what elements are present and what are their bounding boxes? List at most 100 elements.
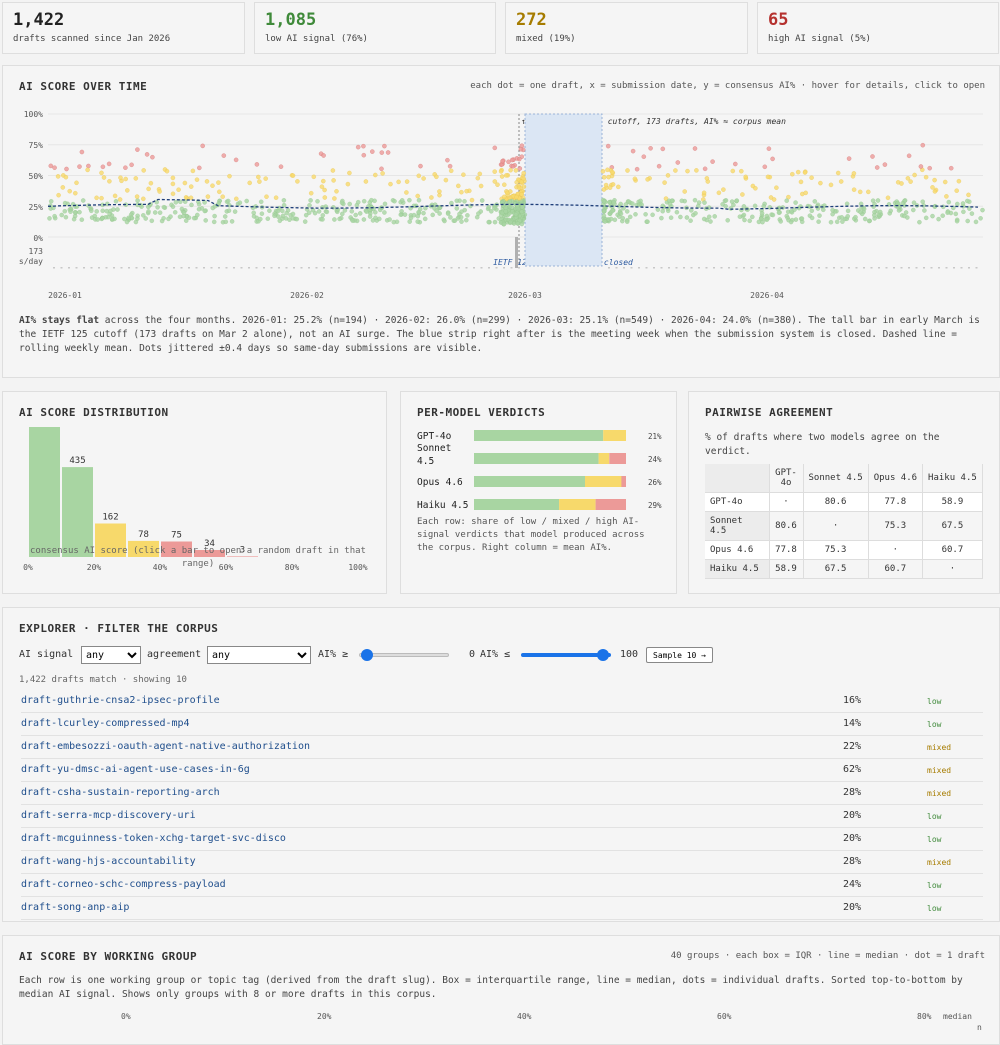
- draft-dot[interactable]: [382, 201, 388, 207]
- draft-dot[interactable]: [704, 175, 710, 181]
- draft-dot[interactable]: [399, 198, 405, 203]
- draft-dot[interactable]: [845, 208, 851, 214]
- draft-row[interactable]: draft-lcurley-compressed-mp4 14% low: [21, 713, 983, 736]
- draft-dot[interactable]: [361, 152, 367, 158]
- draft-dot[interactable]: [861, 206, 867, 212]
- draft-dot[interactable]: [513, 212, 519, 217]
- draft-dot[interactable]: [172, 209, 178, 215]
- draft-dot[interactable]: [688, 218, 693, 224]
- draft-dot[interactable]: [442, 218, 447, 224]
- draft-dot[interactable]: [799, 216, 805, 221]
- draft-dot[interactable]: [509, 157, 515, 163]
- draft-dot[interactable]: [885, 195, 891, 201]
- draft-dot[interactable]: [712, 214, 718, 219]
- draft-dot[interactable]: [514, 179, 520, 185]
- draft-dot[interactable]: [731, 202, 736, 208]
- draft-dot[interactable]: [911, 200, 917, 206]
- draft-dot[interactable]: [320, 217, 325, 222]
- draft-dot[interactable]: [508, 219, 513, 225]
- draft-dot[interactable]: [189, 202, 194, 208]
- draft-dot[interactable]: [732, 161, 738, 167]
- draft-dot[interactable]: [48, 163, 54, 169]
- draft-dot[interactable]: [903, 210, 909, 215]
- draft-dot[interactable]: [611, 199, 617, 205]
- distribution-chart[interactable]: 63543516278753430%20%40%60%80%100%: [3, 427, 388, 577]
- draft-dot[interactable]: [109, 216, 115, 222]
- draft-dot[interactable]: [280, 213, 286, 219]
- draft-dot[interactable]: [905, 175, 911, 181]
- draft-dot[interactable]: [946, 199, 952, 205]
- draft-link[interactable]: draft-csha-sustain-reporting-arch: [21, 787, 220, 798]
- draft-dot[interactable]: [685, 168, 690, 174]
- draft-dot[interactable]: [106, 161, 112, 167]
- draft-dot[interactable]: [170, 181, 176, 187]
- draft-dot[interactable]: [510, 163, 516, 169]
- draft-link[interactable]: draft-song-anp-aip: [21, 902, 130, 913]
- draft-dot[interactable]: [784, 198, 790, 204]
- draft-dot[interactable]: [205, 194, 211, 199]
- draft-dot[interactable]: [421, 176, 426, 181]
- draft-dot[interactable]: [173, 199, 179, 205]
- draft-dot[interactable]: [350, 218, 356, 224]
- draft-dot[interactable]: [660, 146, 666, 152]
- draft-dot[interactable]: [257, 179, 262, 184]
- draft-dot[interactable]: [62, 208, 68, 214]
- draft-dot[interactable]: [133, 176, 139, 181]
- draft-dot[interactable]: [376, 216, 382, 222]
- draft-dot[interactable]: [624, 219, 630, 225]
- draft-dot[interactable]: [601, 208, 607, 214]
- draft-dot[interactable]: [124, 188, 130, 193]
- draft-dot[interactable]: [135, 147, 140, 152]
- draft-dot[interactable]: [437, 205, 443, 211]
- draft-dot[interactable]: [166, 216, 171, 222]
- draft-dot[interactable]: [385, 150, 391, 155]
- draft-dot[interactable]: [679, 198, 685, 204]
- draft-dot[interactable]: [469, 197, 475, 203]
- draft-dot[interactable]: [956, 178, 962, 184]
- draft-dot[interactable]: [818, 180, 823, 186]
- draft-dot[interactable]: [835, 170, 841, 176]
- draft-dot[interactable]: [237, 200, 243, 206]
- draft-dot[interactable]: [504, 190, 510, 196]
- draft-dot[interactable]: [606, 174, 612, 180]
- draft-dot[interactable]: [316, 209, 322, 214]
- draft-dot[interactable]: [55, 174, 61, 179]
- draft-dot[interactable]: [379, 166, 384, 172]
- draft-dot[interactable]: [675, 160, 681, 165]
- draft-dot[interactable]: [363, 179, 369, 184]
- draft-dot[interactable]: [745, 207, 750, 212]
- draft-dot[interactable]: [936, 216, 941, 222]
- draft-dot[interactable]: [830, 211, 835, 217]
- draft-dot[interactable]: [188, 195, 194, 201]
- draft-dot[interactable]: [100, 215, 105, 221]
- draft-dot[interactable]: [740, 192, 745, 197]
- draft-dot[interactable]: [723, 203, 728, 209]
- draft-dot[interactable]: [118, 175, 123, 181]
- draft-dot[interactable]: [148, 180, 154, 186]
- draft-dot[interactable]: [980, 207, 985, 213]
- draft-dot[interactable]: [618, 211, 624, 217]
- draft-dot[interactable]: [625, 168, 630, 173]
- draft-dot[interactable]: [247, 180, 253, 186]
- draft-dot[interactable]: [486, 219, 492, 225]
- draft-dot[interactable]: [634, 166, 640, 172]
- draft-dot[interactable]: [954, 201, 960, 207]
- draft-dot[interactable]: [778, 219, 784, 224]
- min-slider[interactable]: [359, 649, 449, 661]
- draft-dot[interactable]: [492, 219, 498, 225]
- draft-dot[interactable]: [322, 195, 328, 200]
- draft-dot[interactable]: [233, 196, 239, 202]
- draft-dot[interactable]: [108, 208, 113, 214]
- draft-dot[interactable]: [643, 211, 648, 217]
- draft-dot[interactable]: [126, 215, 131, 221]
- draft-dot[interactable]: [626, 199, 632, 205]
- draft-dot[interactable]: [606, 199, 612, 205]
- draft-dot[interactable]: [68, 209, 73, 215]
- draft-dot[interactable]: [216, 201, 222, 206]
- draft-dot[interactable]: [290, 215, 296, 221]
- draft-dot[interactable]: [135, 216, 140, 221]
- draft-dot[interactable]: [223, 219, 229, 225]
- draft-dot[interactable]: [170, 204, 176, 210]
- draft-dot[interactable]: [803, 190, 809, 196]
- draft-dot[interactable]: [100, 208, 106, 214]
